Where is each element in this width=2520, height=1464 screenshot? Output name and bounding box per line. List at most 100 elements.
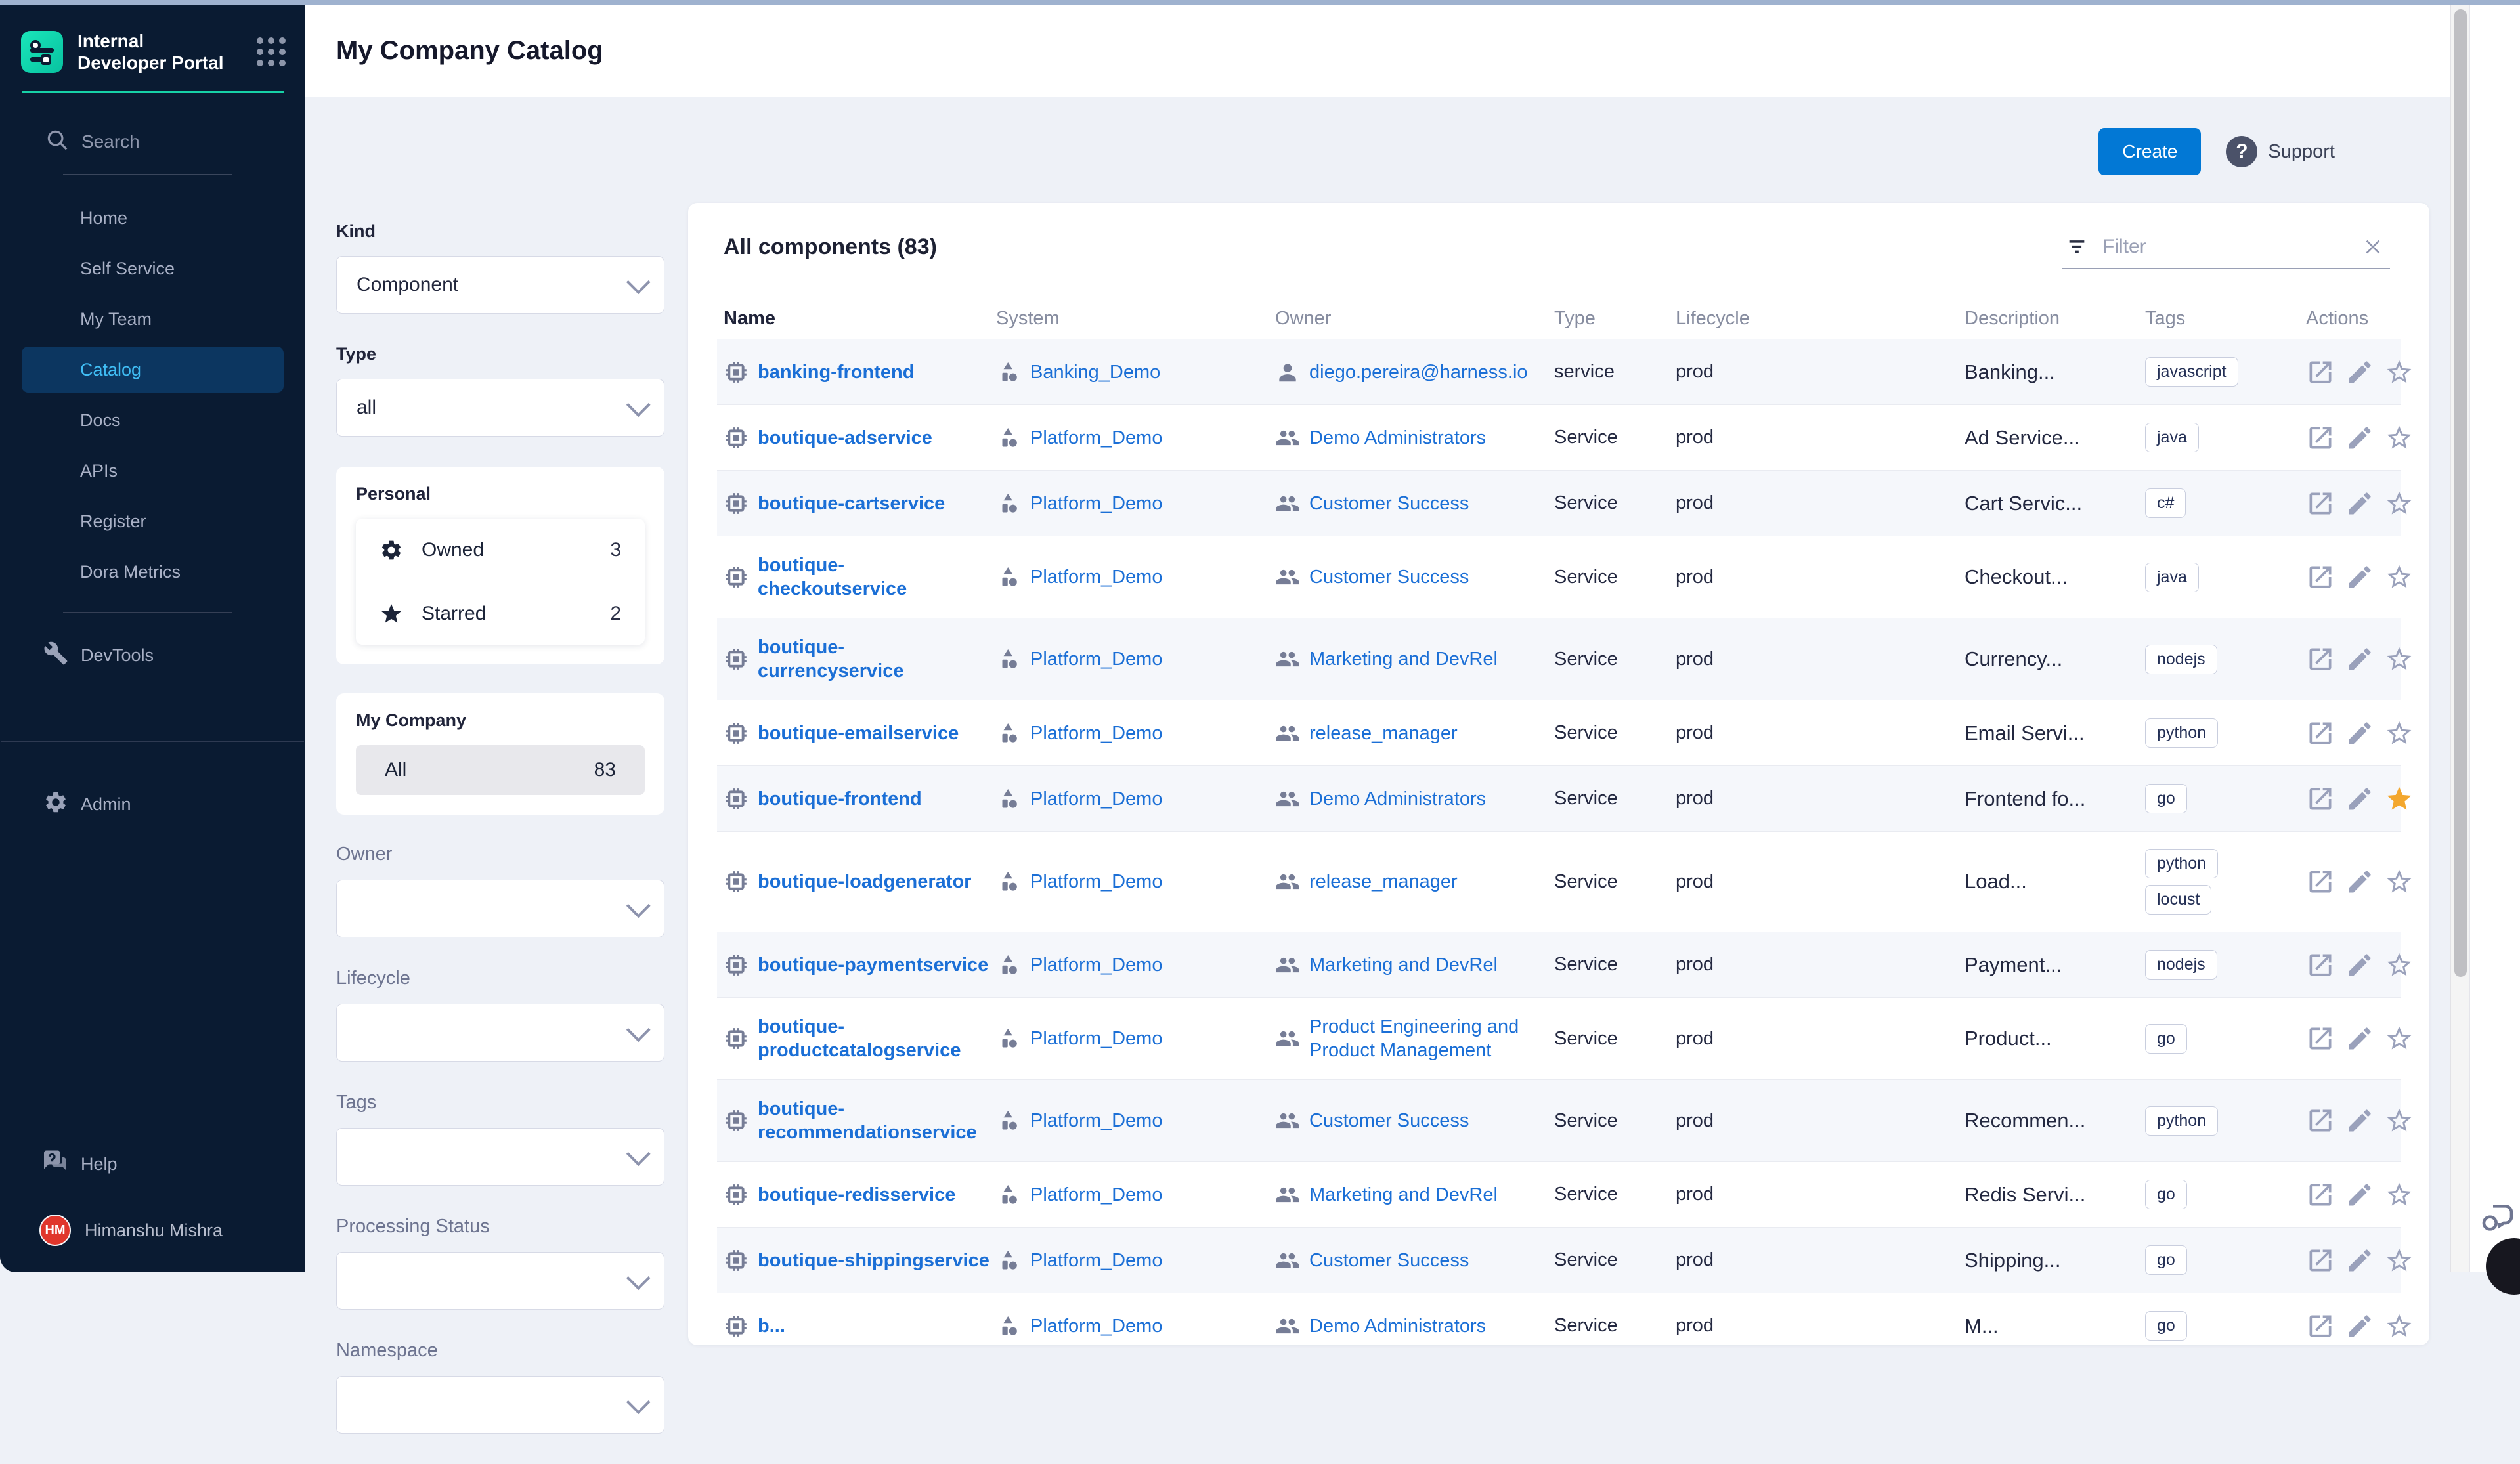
- component-name-link[interactable]: boutique-redisservice: [758, 1184, 956, 1205]
- star-icon[interactable]: [2385, 867, 2414, 896]
- open-in-new-icon[interactable]: [2306, 563, 2335, 592]
- owner-link[interactable]: Product Engineering and Product Manageme…: [1309, 1016, 1519, 1061]
- edit-icon[interactable]: [2345, 1106, 2374, 1135]
- open-in-new-icon[interactable]: [2306, 1312, 2335, 1341]
- column-header-owner[interactable]: Owner: [1275, 308, 1332, 329]
- sidebar-item-catalog[interactable]: Catalog: [22, 347, 284, 393]
- tag-chip[interactable]: nodejs: [2145, 950, 2217, 980]
- star-icon[interactable]: [2385, 1180, 2414, 1209]
- owner-link[interactable]: release_manager: [1309, 722, 1458, 744]
- open-in-new-icon[interactable]: [2306, 1106, 2335, 1135]
- tag-chip[interactable]: python: [2145, 718, 2219, 748]
- clear-filter-icon[interactable]: [2362, 236, 2383, 257]
- star-icon[interactable]: [2385, 719, 2414, 748]
- tag-chip[interactable]: locust: [2145, 885, 2212, 915]
- type-select[interactable]: all: [336, 379, 664, 437]
- star-icon[interactable]: [2385, 489, 2414, 518]
- edit-icon[interactable]: [2345, 1024, 2374, 1053]
- open-in-new-icon[interactable]: [2306, 1246, 2335, 1275]
- open-in-new-icon[interactable]: [2306, 489, 2335, 518]
- edit-icon[interactable]: [2345, 358, 2374, 387]
- sidebar-search[interactable]: Search: [45, 127, 305, 156]
- open-in-new-icon[interactable]: [2306, 719, 2335, 748]
- owner-link[interactable]: Customer Success: [1309, 1249, 1469, 1271]
- owner-link[interactable]: Demo Administrators: [1309, 788, 1487, 809]
- sidebar-item-admin[interactable]: Admin: [22, 781, 284, 827]
- kind-select[interactable]: Component: [336, 256, 664, 314]
- component-name-link[interactable]: boutique-recommendationservice: [758, 1098, 977, 1143]
- tag-chip[interactable]: go: [2145, 784, 2187, 813]
- owner-link[interactable]: Marketing and DevRel: [1309, 1184, 1498, 1205]
- edit-icon[interactable]: [2345, 1312, 2374, 1341]
- open-in-new-icon[interactable]: [2306, 645, 2335, 674]
- component-name-link[interactable]: boutique-shippingservice: [758, 1249, 989, 1271]
- star-icon[interactable]: [2385, 1312, 2414, 1341]
- tag-chip[interactable]: go: [2145, 1311, 2187, 1341]
- sidebar-item-home[interactable]: Home: [22, 195, 284, 241]
- system-link[interactable]: Platform_Demo: [1030, 1028, 1163, 1049]
- tag-chip[interactable]: nodejs: [2145, 644, 2217, 674]
- owner-link[interactable]: Customer Success: [1309, 567, 1469, 588]
- tag-chip[interactable]: go: [2145, 1245, 2187, 1275]
- filter-input[interactable]: [2102, 235, 2362, 258]
- system-link[interactable]: Platform_Demo: [1030, 649, 1163, 670]
- component-name-link[interactable]: boutique-frontend: [758, 788, 922, 809]
- column-header-system[interactable]: System: [996, 308, 1060, 329]
- column-header-lifecycle[interactable]: Lifecycle: [1676, 308, 1750, 329]
- tag-chip[interactable]: go: [2145, 1023, 2187, 1054]
- component-name-link[interactable]: boutique-adservice: [758, 427, 932, 448]
- open-in-new-icon[interactable]: [2306, 951, 2335, 980]
- star-icon[interactable]: [2385, 563, 2414, 592]
- owner-link[interactable]: Marketing and DevRel: [1309, 954, 1498, 976]
- edit-icon[interactable]: [2345, 1180, 2374, 1209]
- star-icon[interactable]: [2385, 423, 2414, 452]
- open-in-new-icon[interactable]: [2306, 1024, 2335, 1053]
- component-name-link[interactable]: banking-frontend: [758, 361, 915, 383]
- system-link[interactable]: Platform_Demo: [1030, 1315, 1163, 1337]
- column-header-name[interactable]: Name: [724, 308, 775, 329]
- component-name-link[interactable]: boutique-emailservice: [758, 722, 959, 744]
- edit-icon[interactable]: [2345, 645, 2374, 674]
- open-in-new-icon[interactable]: [2306, 867, 2335, 896]
- owner-link[interactable]: Marketing and DevRel: [1309, 649, 1498, 670]
- owner-link[interactable]: release_manager: [1309, 871, 1458, 892]
- edit-icon[interactable]: [2345, 423, 2374, 452]
- vertical-scrollbar[interactable]: [2450, 5, 2469, 1272]
- system-link[interactable]: Platform_Demo: [1030, 1110, 1163, 1131]
- owner-link[interactable]: Demo Administrators: [1309, 427, 1487, 448]
- star-icon[interactable]: [2385, 1106, 2414, 1135]
- tag-chip[interactable]: java: [2145, 423, 2199, 452]
- system-link[interactable]: Banking_Demo: [1030, 361, 1161, 383]
- system-link[interactable]: Platform_Demo: [1030, 871, 1163, 892]
- edit-icon[interactable]: [2345, 951, 2374, 980]
- starred-filter[interactable]: Starred 2: [356, 582, 645, 645]
- tag-chip[interactable]: python: [2145, 849, 2219, 878]
- star-icon[interactable]: [2385, 645, 2414, 674]
- app-switcher-icon[interactable]: [257, 37, 286, 66]
- star-icon[interactable]: [2385, 358, 2414, 387]
- edit-icon[interactable]: [2345, 867, 2374, 896]
- system-link[interactable]: Platform_Demo: [1030, 1249, 1163, 1271]
- open-in-new-icon[interactable]: [2306, 358, 2335, 387]
- column-header-type[interactable]: Type: [1554, 308, 1596, 329]
- edit-icon[interactable]: [2345, 719, 2374, 748]
- system-link[interactable]: Platform_Demo: [1030, 722, 1163, 744]
- tag-chip[interactable]: python: [2145, 1106, 2219, 1136]
- owner-link[interactable]: Customer Success: [1309, 492, 1469, 514]
- component-name-link[interactable]: boutique-paymentservice: [758, 954, 989, 976]
- component-name-link[interactable]: boutique-loadgenerator: [758, 871, 972, 892]
- sidebar-item-self-service[interactable]: Self Service: [22, 246, 284, 291]
- sidebar-item-apis[interactable]: APIs: [22, 448, 284, 494]
- tag-chip[interactable]: java: [2145, 562, 2199, 592]
- sidebar-item-docs[interactable]: Docs: [22, 397, 284, 443]
- user-menu[interactable]: HM Himanshu Mishra: [22, 1215, 284, 1246]
- tag-chip[interactable]: c#: [2145, 488, 2186, 518]
- sidebar-item-dora-metrics[interactable]: Dora Metrics: [22, 549, 284, 595]
- star-icon[interactable]: [2385, 1246, 2414, 1275]
- sidebar-item-my-team[interactable]: My Team: [22, 296, 284, 342]
- support-button[interactable]: ? Support: [2226, 136, 2335, 167]
- create-button[interactable]: Create: [2098, 128, 2202, 175]
- system-link[interactable]: Platform_Demo: [1030, 427, 1163, 448]
- system-link[interactable]: Platform_Demo: [1030, 954, 1163, 976]
- tag-chip[interactable]: javascript: [2145, 357, 2238, 387]
